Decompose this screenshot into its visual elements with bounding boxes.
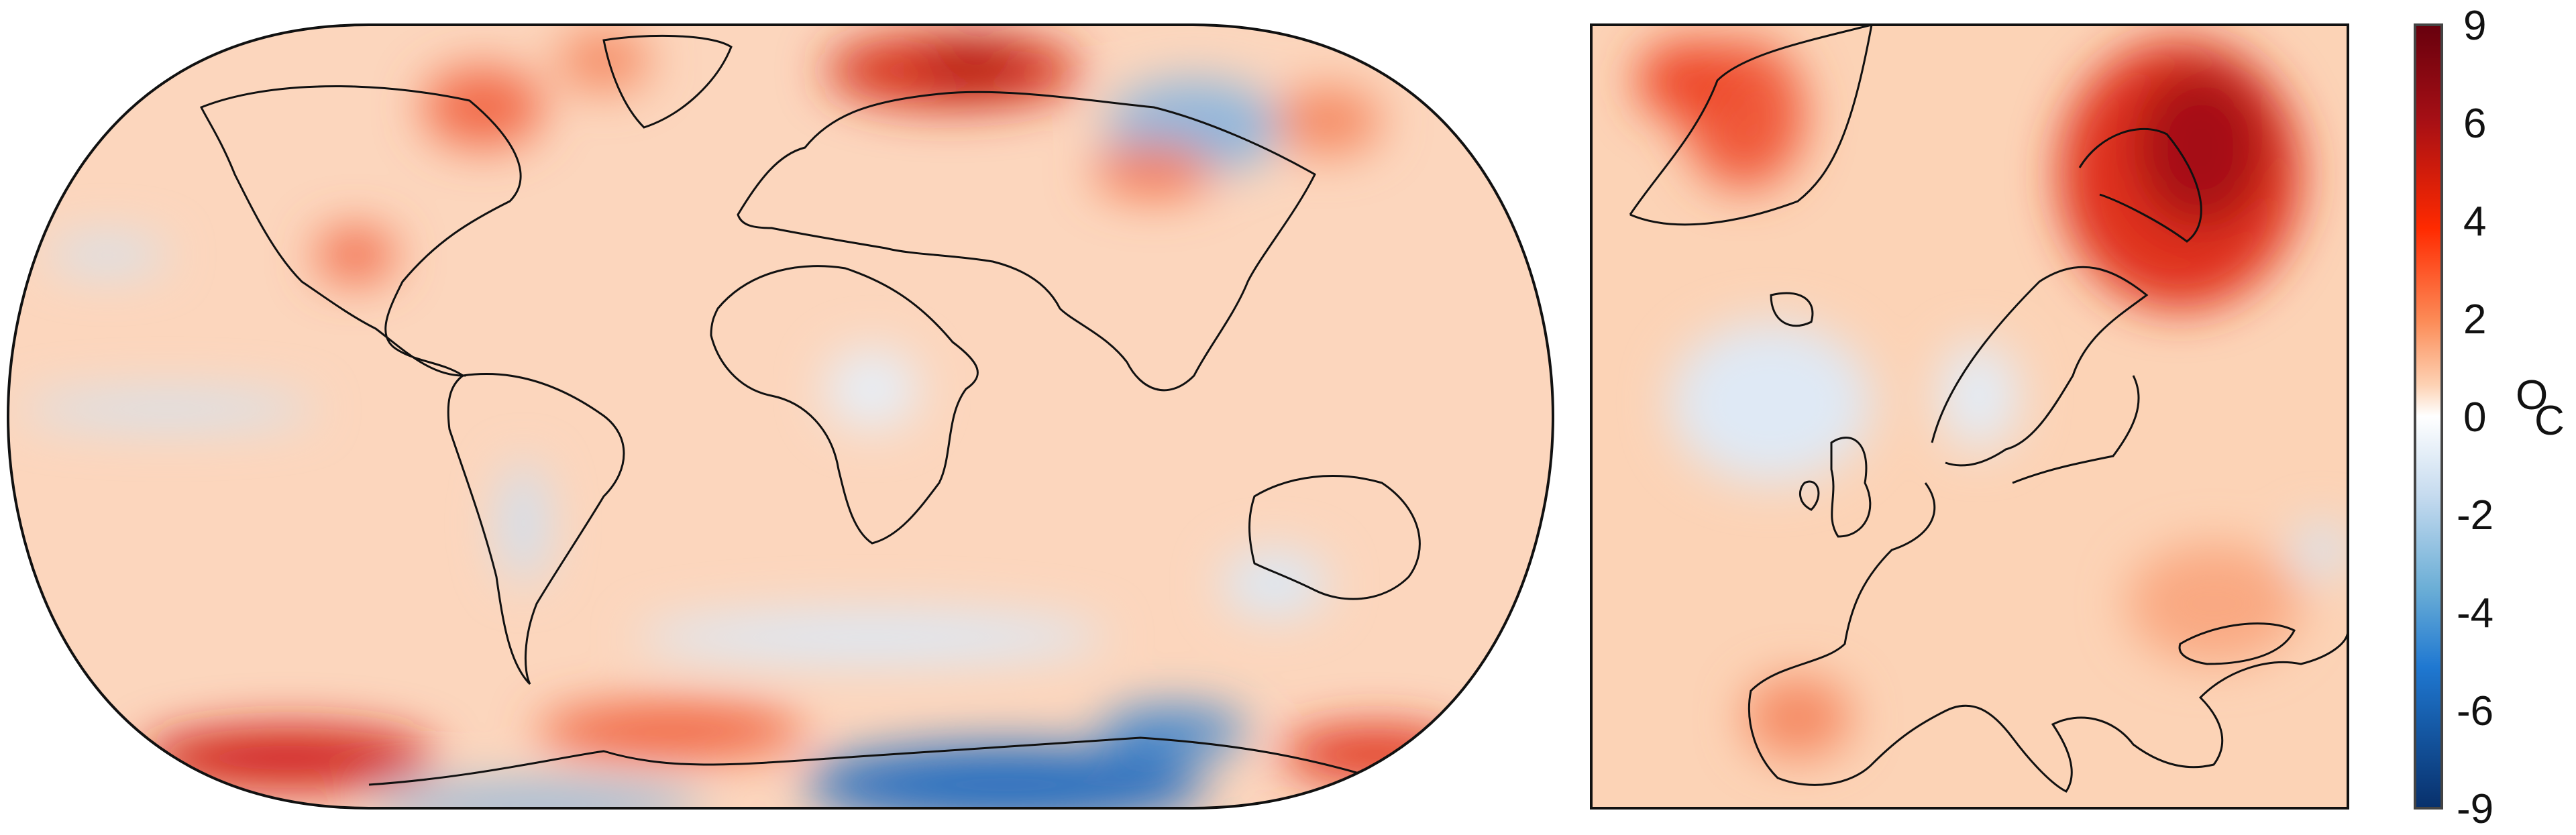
europe-map-border (1590, 23, 2349, 810)
colorbar-tick-label: -6 (2457, 688, 2493, 734)
europe-map (1590, 23, 2349, 810)
coastline-british-isles (1799, 437, 1872, 538)
europe-coastlines (1629, 25, 2348, 793)
coastline-antarctica (368, 736, 1376, 786)
colorbar-unit: C (2534, 398, 2565, 444)
coastline-iceland (1770, 292, 1814, 327)
coastline-north-america (199, 85, 522, 377)
europe-anomaly-field (1637, 40, 2348, 758)
coastline-eurasia (737, 91, 1316, 392)
coastline-south-america (447, 373, 625, 685)
coastline-continental-europe (1748, 482, 2348, 793)
coastline-greenland (602, 34, 733, 129)
colorbar-tick-label: 2 (2463, 296, 2486, 343)
global-map (6, 23, 1555, 810)
colorbar: 9 6 4 2 0 -2 -4 -6 -9 O C (2414, 3, 2565, 832)
colorbar-tick-label: 6 (2463, 101, 2486, 147)
global-anomaly-field (20, 30, 1469, 808)
coastline-australia (1248, 475, 1421, 600)
colorbar-tick-label: 0 (2463, 394, 2486, 441)
colorbar-tick-label: 9 (2463, 3, 2486, 49)
colorbar-tick-label: -9 (2457, 786, 2493, 832)
coastline-black-sea (2178, 622, 2296, 665)
coastline-novaya-zemlya (2078, 127, 2202, 243)
colorbar-tick-label: 4 (2463, 199, 2486, 245)
coastline-baltic (2012, 375, 2140, 484)
global-map-border (6, 23, 1555, 810)
coastline-africa (710, 265, 979, 545)
colorbar-tick-label: -4 (2457, 590, 2493, 636)
colorbar-gradient (2414, 23, 2443, 810)
coastline-greenland-detail (1629, 25, 1873, 226)
global-coastlines (199, 34, 1421, 786)
colorbar-unit-superscript: O (2516, 372, 2548, 419)
colorbar-tick-label: -2 (2457, 492, 2493, 539)
coastline-scandinavia (1931, 266, 2149, 467)
